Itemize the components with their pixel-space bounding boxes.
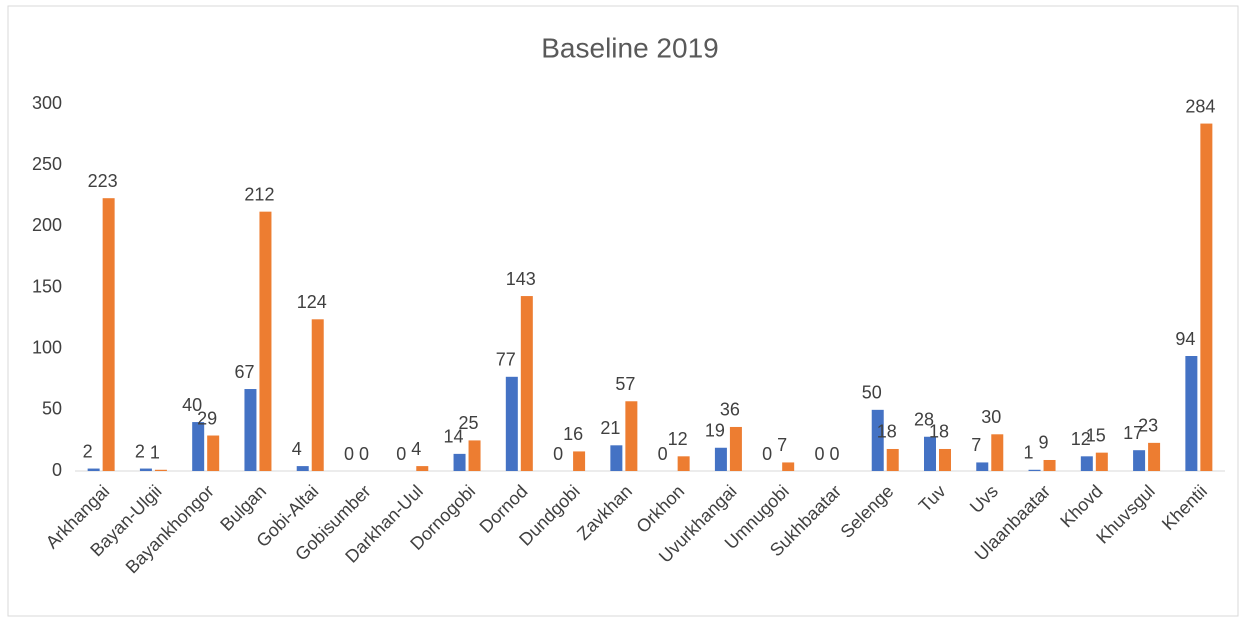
data-label: 124 <box>297 292 327 312</box>
bar <box>871 409 884 471</box>
chart-title: Baseline 2019 <box>541 32 718 63</box>
data-label: 12 <box>1071 429 1091 449</box>
bar <box>1080 456 1093 471</box>
y-tick-label: 0 <box>52 460 62 480</box>
data-label: 19 <box>705 421 725 441</box>
bar <box>714 447 727 471</box>
bar <box>192 422 205 471</box>
bar <box>520 296 533 471</box>
data-label: 16 <box>563 424 583 444</box>
data-label: 0 <box>359 444 369 464</box>
bar <box>1133 450 1146 471</box>
data-label: 77 <box>496 350 516 370</box>
data-label: 0 <box>553 444 563 464</box>
bar <box>416 466 429 471</box>
data-label: 17 <box>1123 423 1143 443</box>
bar <box>1028 469 1041 471</box>
bar <box>729 426 742 471</box>
data-label: 36 <box>720 400 740 420</box>
data-label: 18 <box>877 422 897 442</box>
data-label: 28 <box>914 409 934 429</box>
y-tick-label: 250 <box>32 154 62 174</box>
bar <box>102 198 115 472</box>
data-label: 1 <box>1024 443 1034 463</box>
bar <box>924 436 936 471</box>
y-tick-label: 100 <box>32 337 62 357</box>
bar <box>154 469 167 471</box>
bar <box>207 435 220 471</box>
bar <box>139 468 152 471</box>
y-tick-label: 50 <box>42 399 62 419</box>
bar <box>782 462 795 471</box>
data-label: 0 <box>396 444 406 464</box>
bar <box>453 453 466 471</box>
data-label: 2 <box>83 441 93 461</box>
bar <box>625 401 638 471</box>
data-label: 1 <box>150 443 160 463</box>
bar <box>610 445 623 471</box>
bar <box>1095 452 1108 471</box>
data-label: 12 <box>668 429 688 449</box>
data-label: 40 <box>182 395 202 415</box>
data-label: 223 <box>88 171 118 191</box>
data-label: 4 <box>292 439 302 459</box>
data-label: 94 <box>1175 329 1195 349</box>
bar <box>468 440 481 471</box>
data-label: 67 <box>234 362 254 382</box>
y-tick-label: 200 <box>32 215 62 235</box>
data-label: 30 <box>981 407 1001 427</box>
bar <box>1185 356 1198 471</box>
bar <box>677 456 690 471</box>
data-label: 0 <box>829 444 839 464</box>
data-label: 2 <box>135 441 145 461</box>
bar <box>886 448 899 471</box>
data-label: 57 <box>615 374 635 394</box>
data-label: 0 <box>344 444 354 464</box>
data-label: 18 <box>929 422 949 442</box>
data-label: 0 <box>814 444 824 464</box>
bar <box>296 466 309 471</box>
data-label: 29 <box>197 408 217 428</box>
data-label: 0 <box>762 444 772 464</box>
bar <box>976 462 989 471</box>
data-label: 15 <box>1086 425 1106 445</box>
data-label: 284 <box>1185 96 1215 116</box>
bar <box>1200 123 1213 471</box>
bar <box>505 376 518 471</box>
y-tick-label: 150 <box>32 276 62 296</box>
data-label: 21 <box>600 418 620 438</box>
y-tick-label: 300 <box>32 93 62 113</box>
bar <box>939 448 951 471</box>
data-label: 212 <box>244 184 274 204</box>
data-label: 143 <box>506 269 536 289</box>
data-label: 23 <box>1138 416 1158 436</box>
data-label: 0 <box>658 444 668 464</box>
bar <box>244 389 257 471</box>
bar <box>1043 459 1056 471</box>
bar <box>87 468 100 471</box>
bar <box>259 211 272 472</box>
bar <box>311 319 324 471</box>
chart-frame <box>7 5 1239 617</box>
data-label: 50 <box>862 383 882 403</box>
bar <box>1148 442 1161 471</box>
data-label: 25 <box>459 413 479 433</box>
data-label: 4 <box>411 439 421 459</box>
data-label: 7 <box>777 435 787 455</box>
bar <box>573 451 586 471</box>
data-label: 7 <box>971 435 981 455</box>
data-label: 14 <box>444 427 464 447</box>
bar <box>991 434 1004 471</box>
data-label: 9 <box>1039 433 1049 453</box>
